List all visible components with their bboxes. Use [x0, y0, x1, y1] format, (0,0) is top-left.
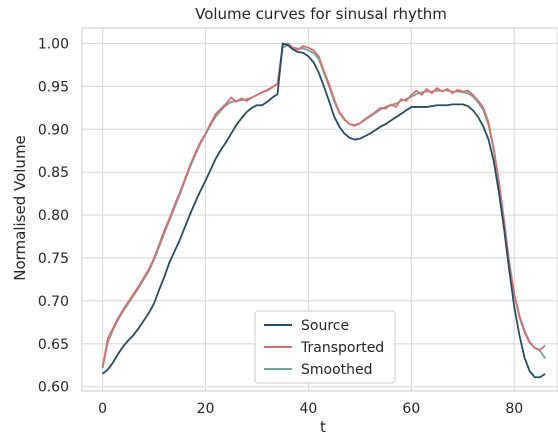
y-tick-label: 1.00	[38, 36, 69, 52]
chart-title: Volume curves for sinusal rhythm	[195, 5, 447, 23]
x-tick-label: 0	[98, 401, 107, 417]
y-tick-label: 0.80	[38, 208, 69, 224]
x-axis-title: t	[320, 418, 326, 436]
legend-label-source: Source	[301, 318, 349, 334]
legend: Source Transported Smoothed	[254, 310, 396, 384]
y-tick-label: 0.65	[38, 337, 69, 353]
y-axis-title: Normalised Volume	[11, 135, 29, 281]
y-tick-label: 0.90	[38, 122, 69, 138]
y-tick-label: 0.60	[38, 380, 69, 396]
grid-lines	[82, 28, 558, 391]
y-tick-label: 0.95	[38, 79, 69, 95]
x-tick-labels: 0 20 40 60 80	[98, 401, 523, 417]
y-tick-label: 0.70	[38, 294, 69, 310]
series-line-transported	[101, 42, 546, 368]
plot-frame	[81, 27, 558, 392]
y-tick-labels: 0.60 0.65 0.70 0.75 0.80 0.85 0.90 0.95 1.00	[38, 36, 69, 395]
legend-label-smoothed: Smoothed	[301, 362, 373, 378]
legend-box	[254, 310, 396, 384]
x-tick-label: 20	[197, 401, 215, 417]
y-tick-label: 0.85	[38, 165, 69, 181]
series-lines	[101, 42, 546, 379]
x-tick-label: 80	[505, 401, 523, 417]
legend-label-transported: Transported	[300, 340, 384, 356]
x-tick-label: 40	[300, 401, 318, 417]
series-line-source	[102, 42, 546, 379]
x-tick-label: 60	[402, 401, 420, 417]
legend-items: Source Transported Smoothed	[264, 318, 384, 378]
y-tick-label: 0.75	[38, 251, 69, 267]
